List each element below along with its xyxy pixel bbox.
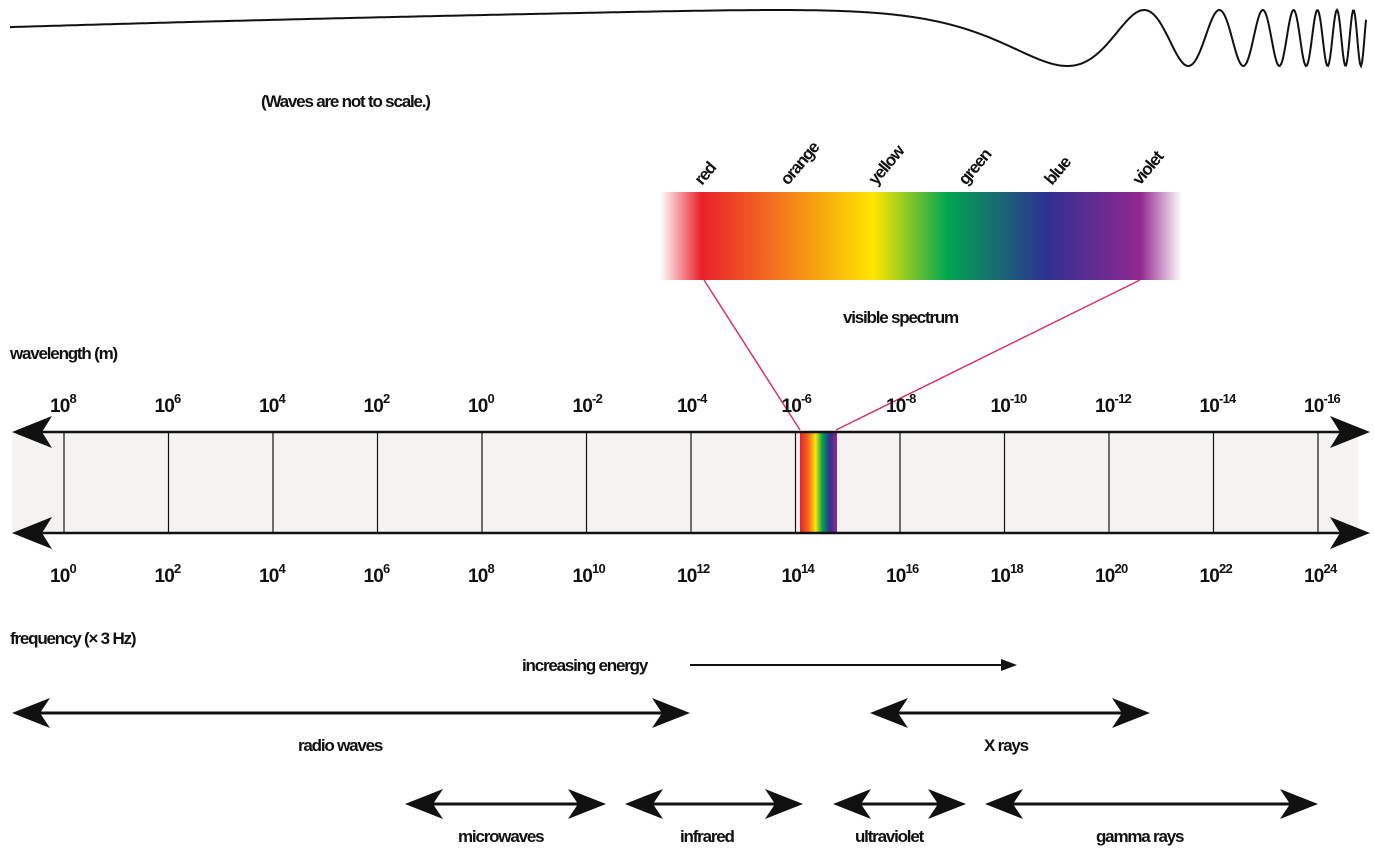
wavelength-tick-label: 10-14 [1200,391,1238,417]
spectrum-band [12,432,1358,533]
visible-spectrum-caption: visible spectrum [843,308,959,327]
ultraviolet-range-arrow [833,789,966,819]
frequency-tick-label: 108 [468,561,495,587]
frequency-axis-line [12,517,1370,549]
spectrum-label-yellow: yellow [865,141,910,189]
increasing-energy-arrow [690,659,1017,671]
wavelength-axis-title: wavelength (m) [9,344,117,363]
wavelength-tick-label: 104 [259,391,287,417]
spectrum-label-green: green [955,145,996,189]
band-gridlines [63,432,1319,533]
wavelength-tick-label: 10-6 [782,391,812,417]
ultraviolet-label: ultraviolet [855,827,925,846]
frequency-tick-label: 1016 [886,561,919,587]
microwaves-label: microwaves [458,827,544,846]
frequency-tick-label: 106 [364,561,391,587]
wavelength-tick-label: 10-12 [1095,391,1132,417]
frequency-tick-label: 1010 [573,561,606,587]
microwaves-range-arrow [405,789,606,819]
wavelength-tick-label: 10-16 [1304,391,1341,417]
wavelength-tick-label: 102 [364,391,391,417]
radio-waves-label: radio waves [298,736,383,755]
increasing-energy-label: increasing energy [522,656,649,675]
frequency-tick-label: 102 [155,561,182,587]
frequency-tick-label: 104 [259,561,287,587]
frequency-tick-label: 1012 [677,561,710,587]
frequency-tick-label: 100 [50,561,77,587]
frequency-tick-label: 1014 [782,561,816,587]
wavelength-tick-label: 106 [155,391,182,417]
spectrum-label-violet: violet [1129,147,1168,189]
radio-waves-range-arrow [12,698,690,728]
frequency-tick-label: 1020 [1095,561,1128,587]
wave-scale-note: (Waves are not to scale.) [261,92,430,111]
spectrum-label-blue: blue [1041,153,1075,189]
wavelength-tick-label: 10-4 [677,391,708,417]
infrared-range-arrow [625,789,803,819]
frequency-tick-label: 1024 [1304,561,1338,587]
spectrum-connector-right [835,279,1141,431]
visible-band-marker [800,432,837,533]
spectrum-color-labels: red orange yellow green blue violet [691,138,1168,189]
wavelength-tick-label: 10-8 [886,391,916,417]
wavelength-axis-line [12,416,1370,448]
visible-spectrum-strip [660,192,1182,280]
frequency-tick-label: 1022 [1200,561,1233,587]
spectrum-connector-left [703,279,801,431]
frequency-axis-title: frequency (× 3 Hz) [10,629,136,648]
spectrum-label-red: red [691,158,721,188]
infrared-label: infrared [680,827,735,846]
wave-line [10,8,1367,69]
wavelength-tick-label: 10-2 [573,391,603,417]
wavelength-tick-label: 10-10 [991,391,1028,417]
gamma-rays-label: gamma rays [1096,827,1184,846]
wavelength-tick-label: 100 [468,391,495,417]
spectrum-label-orange: orange [777,138,824,189]
x-rays-range-arrow [870,698,1150,728]
gamma-rays-range-arrow [985,789,1318,819]
frequency-tick-label: 1018 [991,561,1024,587]
wavelength-tick-labels: 108 106 104 102 100 10-2 10-4 10-6 10-8 10-10 10-1… [50,391,1341,417]
frequency-tick-labels: 100 102 104 106 108 1010 1012 1014 1016 1018 1020 1… [50,561,1339,587]
wavelength-tick-label: 108 [50,391,77,417]
x-rays-label: X rays [984,736,1029,755]
